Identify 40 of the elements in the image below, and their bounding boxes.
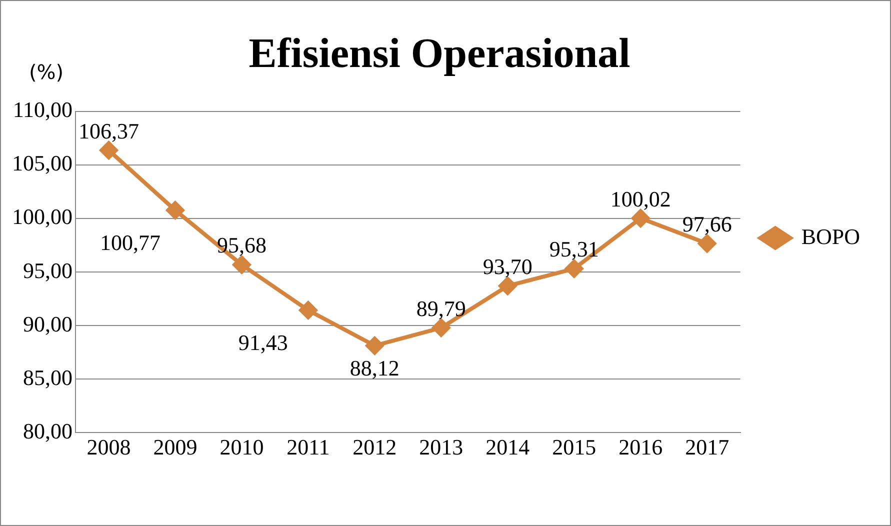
point (698, 234, 716, 253)
data-label: 100,02 (610, 186, 671, 212)
point (100, 141, 118, 160)
y-tick-label: 85,00 (23, 364, 72, 390)
data-label: 93,70 (482, 254, 532, 279)
y-axis-title: (%) (29, 60, 64, 84)
data-label: 106,37 (78, 118, 139, 144)
x-tick-label: 2017 (685, 434, 730, 460)
data-label: 95,31 (549, 236, 599, 262)
x-tick-label: 2013 (419, 434, 464, 460)
x-tick-label: 2010 (220, 434, 264, 460)
data-label: 97,66 (682, 212, 732, 237)
y-tick-label: 90,00 (23, 311, 72, 336)
point (632, 209, 650, 228)
point (232, 256, 251, 274)
y-tick-label: 105,00 (12, 150, 72, 176)
point (498, 276, 517, 295)
point (565, 260, 584, 278)
x-tick-label: 2011 (286, 434, 330, 460)
chart-title: Efisiensi Operasional (248, 31, 630, 78)
y-tick-label: 95,00 (23, 258, 72, 283)
y-tick-label: 80,00 (23, 418, 72, 444)
point (299, 301, 318, 320)
x-tick-label: 2009 (153, 434, 198, 460)
x-tick-label: 2016 (618, 434, 663, 460)
point (166, 201, 184, 220)
data-label: 89,79 (416, 296, 466, 321)
y-tick-label: 100,00 (12, 204, 72, 230)
y-tick-label: 110,00 (12, 97, 72, 122)
point (432, 318, 450, 337)
x-tick-label: 2015 (552, 434, 596, 460)
x-tick-label: 2008 (86, 434, 131, 460)
point (366, 336, 384, 355)
data-label: 100,77 (100, 230, 160, 256)
legend-label: BOPO (801, 224, 860, 249)
data-label: 95,68 (216, 232, 266, 258)
x-tick-label: 2012 (352, 434, 397, 460)
data-label: 88,12 (350, 356, 400, 381)
data-label: 91,43 (238, 330, 288, 356)
x-tick-label: 2014 (486, 434, 530, 460)
